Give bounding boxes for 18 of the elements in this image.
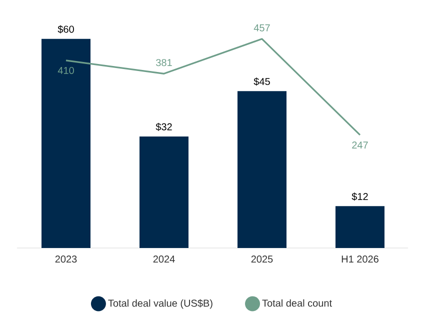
- x-tick-label: 2023: [55, 256, 77, 263]
- bar: [237, 91, 286, 248]
- data-label: 381: [156, 59, 172, 66]
- data-label: 410: [58, 66, 74, 74]
- bar: [139, 136, 188, 248]
- x-tick-label: 2024: [153, 256, 175, 263]
- data-label: $32: [156, 122, 172, 131]
- legend-label: Total deal value (US$B): [108, 299, 212, 309]
- data-label: 457: [254, 24, 270, 32]
- data-label: $12: [352, 192, 368, 201]
- bar: [42, 38, 90, 248]
- data-label: 247: [352, 142, 368, 148]
- data-label: $60: [58, 25, 74, 34]
- x-tick-label: 2025: [251, 256, 273, 263]
- x-tick-label: H1 2026: [342, 256, 378, 263]
- legend-label: Total deal count: [262, 299, 332, 307]
- data-label: $45: [254, 78, 270, 86]
- bar: [335, 206, 384, 248]
